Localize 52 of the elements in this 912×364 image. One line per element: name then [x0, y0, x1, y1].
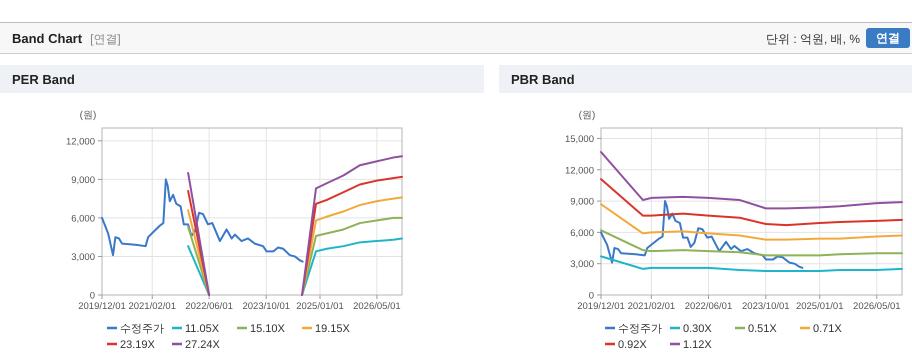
y-axis-title: (원) — [80, 110, 96, 121]
legend-label: 0.30X — [683, 323, 712, 335]
y-tick-label: 3,000 — [570, 259, 594, 270]
y-tick-label: 6,000 — [71, 213, 95, 224]
x-tick-label: 2023/10/01 — [242, 301, 290, 312]
x-tick-label: 2026/05/01 — [353, 301, 401, 312]
y-tick-label: 9,000 — [570, 196, 594, 208]
chart-title: PBR Band — [511, 72, 575, 87]
x-tick-label: 2026/05/01 — [853, 301, 901, 312]
x-tick-label: 2019/12/01 — [577, 301, 625, 312]
line-series — [301, 196, 403, 296]
line-series — [600, 203, 903, 241]
legend-label: 11.05X — [185, 323, 220, 335]
x-tick-label: 2021/02/01 — [628, 301, 676, 312]
y-tick-label: 15,000 — [564, 134, 594, 145]
line-series — [600, 200, 804, 269]
legend-label: 19.15X — [315, 323, 351, 335]
line-series — [600, 178, 903, 226]
legend-label: 15.10X — [250, 323, 286, 335]
y-tick-label: 9,000 — [71, 174, 95, 186]
legend-label: 0.71X — [813, 323, 842, 335]
y-tick-label: 3,000 — [71, 252, 95, 263]
y-tick-label: 12,000 — [66, 136, 95, 148]
line-series — [101, 178, 304, 263]
line-series — [600, 151, 903, 210]
x-tick-label: 2019/12/01 — [78, 301, 126, 312]
legend-label: 수정주가 — [120, 323, 164, 335]
text: Band Chart — [12, 31, 83, 46]
line-series — [301, 237, 403, 296]
y-tick-label: 12,000 — [564, 165, 594, 176]
chart-title: PER Band — [12, 72, 75, 87]
legend-label: 0.51X — [748, 323, 778, 335]
y-tick-label: 0 — [90, 290, 95, 302]
legend-label: 수정주가 — [618, 323, 662, 335]
x-tick-label: 2023/10/01 — [742, 301, 790, 312]
x-tick-label: 2022/06/01 — [185, 301, 233, 312]
button: 연결 — [866, 28, 910, 48]
line-series — [600, 255, 903, 272]
legend-label: 1.12X — [683, 339, 712, 351]
legend-label: 27.24X — [185, 339, 221, 351]
x-tick-label: 2025/01/01 — [796, 301, 844, 312]
text: [연결] — [90, 32, 121, 46]
y-axis-title: (원) — [578, 110, 596, 121]
y-tick-label: 6,000 — [570, 228, 594, 239]
legend-label: 23.19X — [120, 339, 156, 351]
x-tick-label: 2022/06/01 — [684, 301, 732, 312]
x-tick-label: 2021/02/01 — [128, 301, 176, 312]
x-tick-label: 2025/01/01 — [296, 301, 344, 312]
legend-label: 0.92X — [618, 339, 648, 351]
text: 단위 : 억원, 배, % — [766, 32, 860, 46]
y-tick-label: 0 — [588, 290, 594, 302]
line-series — [600, 229, 903, 256]
